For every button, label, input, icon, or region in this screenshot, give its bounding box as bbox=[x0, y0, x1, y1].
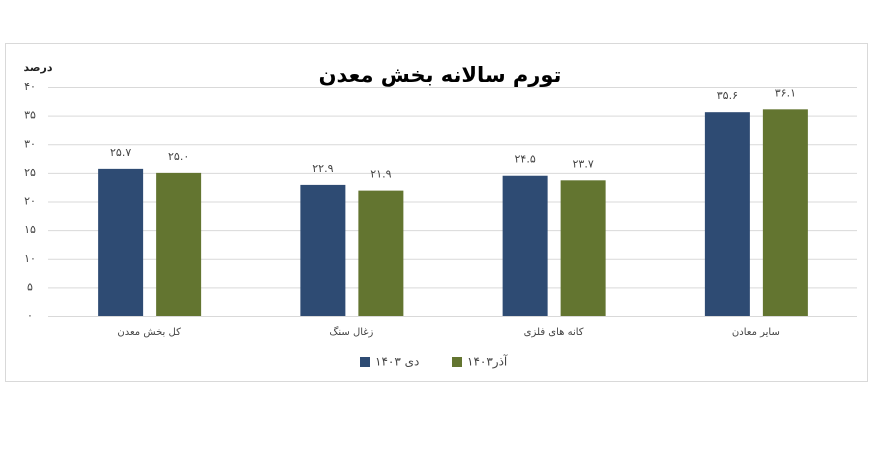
bar bbox=[358, 190, 404, 316]
y-tick-label: ۳۰ bbox=[24, 137, 36, 150]
y-tick-label: ۱۵ bbox=[24, 223, 36, 236]
legend-swatch bbox=[452, 357, 462, 367]
x-tick-label: زغال سنگ bbox=[329, 326, 373, 338]
y-tick-label: ۴۰ bbox=[24, 80, 36, 93]
bar bbox=[704, 112, 750, 316]
y-tick-label: ۲۵ bbox=[24, 166, 36, 179]
y-tick-label: ۱۰ bbox=[24, 252, 36, 265]
data-label: ۲۱.۹ bbox=[370, 168, 391, 181]
y-tick-label: ۲۰ bbox=[24, 195, 36, 208]
bar bbox=[560, 180, 606, 316]
bar bbox=[502, 175, 548, 316]
legend-swatch bbox=[360, 357, 370, 367]
y-tick-label: ۵ bbox=[27, 280, 33, 293]
bar bbox=[156, 172, 202, 316]
bar bbox=[98, 168, 144, 316]
x-tick-label: کل بخش معدن bbox=[117, 327, 181, 338]
chart-title: تورم سالانه بخش معدن bbox=[319, 63, 562, 87]
data-label: ۲۴.۵ bbox=[515, 153, 536, 166]
data-label: ۳۶.۱ bbox=[775, 86, 796, 99]
legend-label: آذر۱۴۰۳ bbox=[467, 354, 508, 370]
y-tick-label: ۰ bbox=[27, 309, 33, 322]
bar bbox=[300, 184, 346, 316]
data-label: ۲۵.۰ bbox=[168, 150, 189, 163]
legend-label: دی ۱۴۰۳ bbox=[375, 355, 419, 369]
data-label: ۲۲.۹ bbox=[312, 162, 333, 175]
data-label: ۲۵.۷ bbox=[110, 146, 131, 159]
bar bbox=[762, 109, 808, 316]
x-tick-label: سایر معادن bbox=[732, 327, 780, 338]
y-tick-label: ۳۵ bbox=[24, 109, 36, 122]
x-tick-label: کانه های فلزی bbox=[524, 327, 584, 338]
data-label: ۳۵.۶ bbox=[717, 89, 738, 102]
data-label: ۲۳.۷ bbox=[573, 157, 594, 170]
y-axis-label: درصد bbox=[24, 61, 53, 74]
